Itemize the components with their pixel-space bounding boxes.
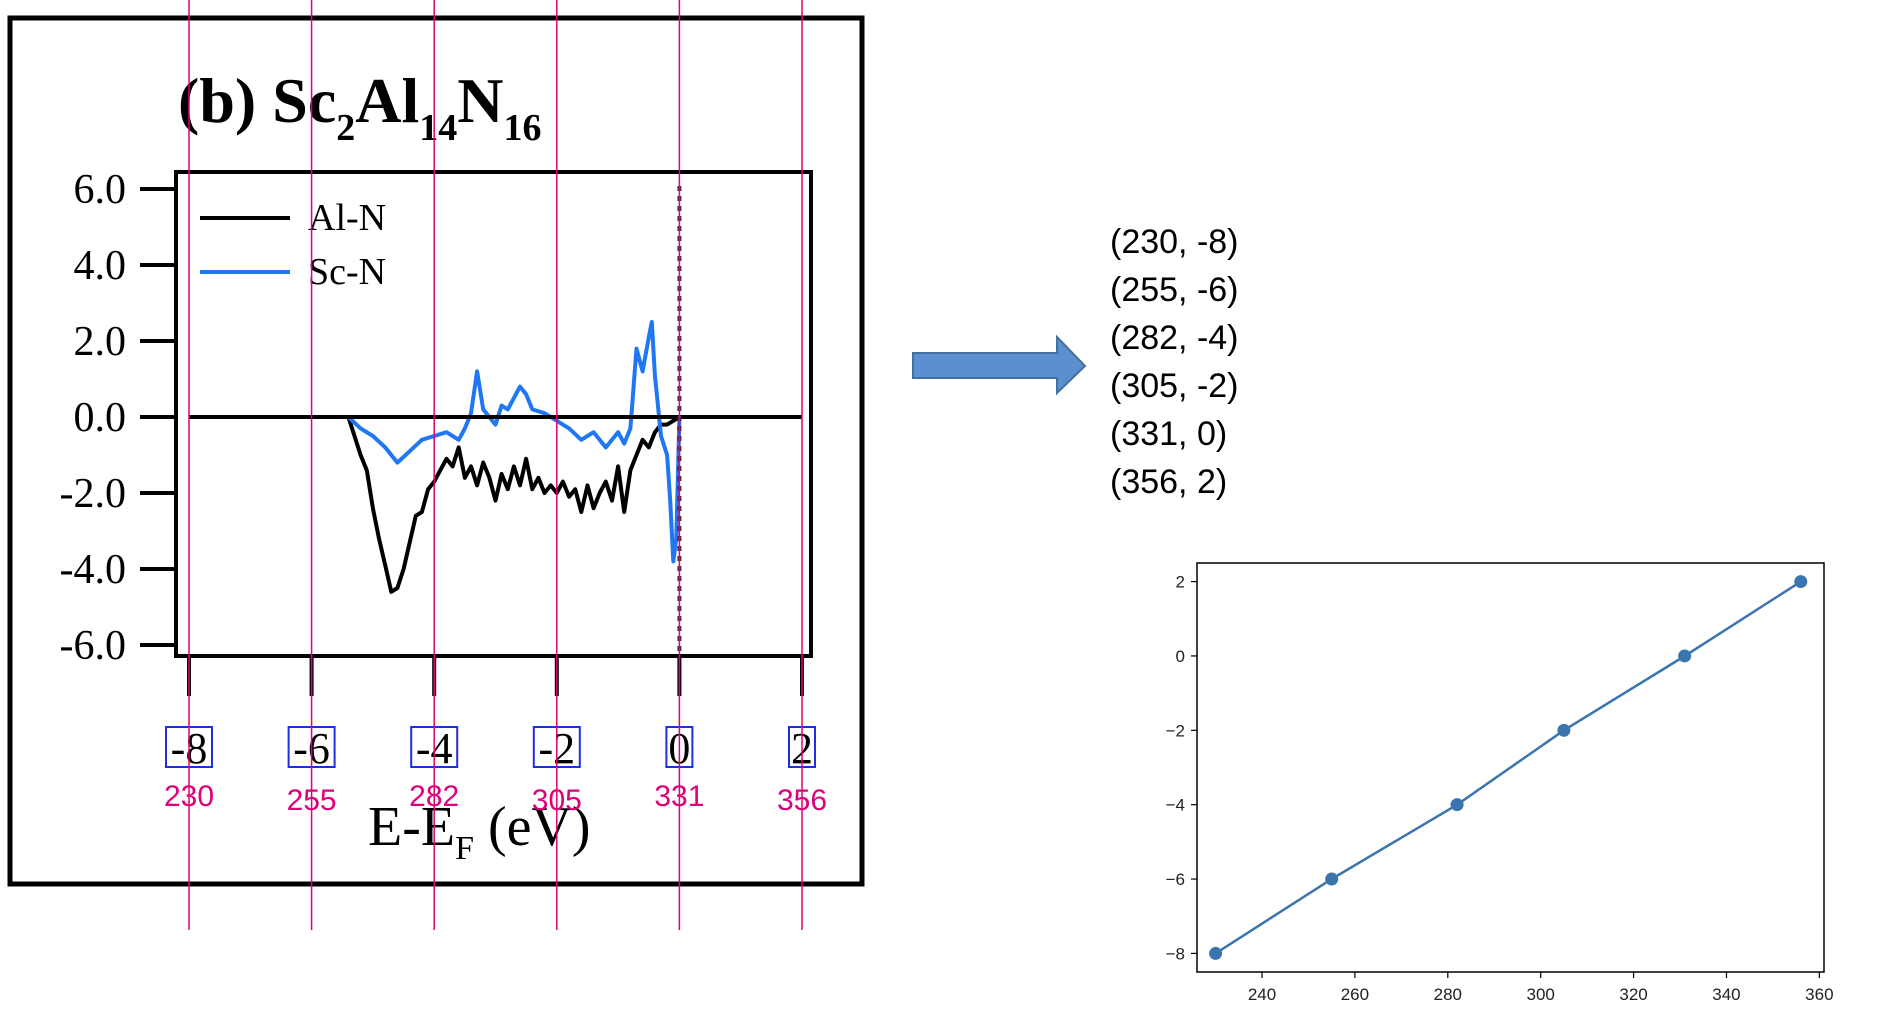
y-axis: 6.0 4.0 2.0 0.0 -2.0 -4.0 -6.0 [60, 167, 176, 669]
fit-point [1794, 575, 1808, 589]
fit-series [1209, 575, 1808, 960]
series-layer [189, 320, 802, 594]
fit-line [1214, 580, 1802, 955]
arrow-right-icon [912, 334, 1087, 396]
y-tick-label: 2.0 [74, 319, 127, 365]
fit-y-tick-label: −4 [1166, 796, 1185, 815]
y-tick-label: 4.0 [74, 243, 127, 289]
fit-axes: 240 260 280 300 320 340 360 2 0 −2 −4 −6 −8 [1166, 573, 1834, 1004]
legend-label-al-n: Al-N [308, 197, 386, 239]
fit-point [1325, 872, 1339, 886]
y-tick-label: -6.0 [60, 623, 127, 669]
fit-y-tick-label: −8 [1166, 944, 1185, 963]
pixel-annotation: 331 [654, 780, 704, 813]
fit-point [1557, 723, 1571, 737]
coordinate-row: (356, 2) [1110, 463, 1228, 501]
fit-point [1450, 798, 1464, 812]
fit-y-tick-label: 2 [1176, 573, 1185, 592]
y-tick-label: -4.0 [60, 547, 127, 593]
fit-y-tick-label: 0 [1176, 647, 1185, 666]
chart-title: (b) Sc2Al14N16 [178, 65, 541, 149]
fit-y-tick-label: −6 [1166, 870, 1185, 889]
coordinate-row: (282, -4) [1110, 319, 1239, 357]
fit-x-tick-label: 360 [1805, 985, 1833, 1004]
fit-point [1209, 946, 1223, 960]
fit-x-tick-label: 240 [1248, 985, 1276, 1004]
fit-x-tick-label: 260 [1341, 985, 1369, 1004]
x-axis-label: E-EF (eV) [368, 796, 591, 867]
pixel-annotation: 356 [777, 784, 827, 817]
figure-frame [7, 15, 865, 887]
coordinate-list: (230, -8) (255, -6) (282, -4) (305, -2) … [1110, 218, 1239, 506]
coordinate-row: (331, 0) [1110, 415, 1228, 453]
fit-y-tick-label: −2 [1166, 721, 1185, 740]
pixel-annotation: 305 [532, 784, 582, 817]
legend-label-sc-n: Sc-N [308, 251, 386, 293]
series-line-sc-n [189, 320, 802, 564]
coordinate-row: (255, -6) [1110, 271, 1239, 309]
dos-chart-figure: (b) Sc2Al14N16 6.04.02.00.0-2.0-4.0-6.0 … [7, 0, 865, 930]
pixel-annotation: 230 [164, 780, 214, 813]
coordinate-row: (230, -8) [1110, 223, 1239, 261]
fit-x-tick-label: 340 [1712, 985, 1740, 1004]
pixel-annotation: 255 [287, 784, 337, 817]
fit-x-tick-label: 280 [1434, 985, 1462, 1004]
fitted-line-chart: 240 260 280 300 320 340 360 2 0 −2 −4 −6 −8 [1166, 562, 1834, 1004]
x-axis: -8 -6 -4 -2 0 2 [165, 656, 816, 773]
y-tick-label: 0.0 [74, 395, 127, 441]
coordinate-row: (305, -2) [1110, 367, 1239, 405]
legend: Al-N Sc-N [200, 197, 386, 293]
pixel-guides: 230 255 282 305 331 356 [164, 0, 827, 930]
y-tick-label: -2.0 [60, 471, 127, 517]
series-line-al-n [189, 415, 802, 594]
pixel-annotation: 282 [409, 780, 459, 813]
fit-point [1678, 649, 1692, 663]
fit-x-tick-label: 320 [1619, 985, 1647, 1004]
y-tick-label: 6.0 [74, 167, 127, 213]
plot-area [174, 170, 813, 658]
fit-x-tick-label: 300 [1527, 985, 1555, 1004]
